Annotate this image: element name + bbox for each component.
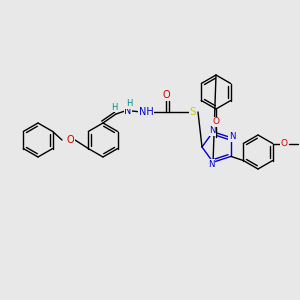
Text: H: H bbox=[126, 100, 132, 109]
Text: S: S bbox=[190, 107, 196, 117]
Text: N: N bbox=[229, 132, 235, 141]
Text: H: H bbox=[111, 103, 117, 112]
Text: O: O bbox=[162, 90, 170, 100]
Text: N: N bbox=[208, 160, 214, 169]
Text: O: O bbox=[212, 118, 220, 127]
Text: NH: NH bbox=[139, 107, 153, 117]
Text: N: N bbox=[124, 106, 132, 116]
Text: O: O bbox=[66, 135, 74, 145]
Text: O: O bbox=[280, 139, 287, 148]
Text: N: N bbox=[209, 126, 215, 135]
